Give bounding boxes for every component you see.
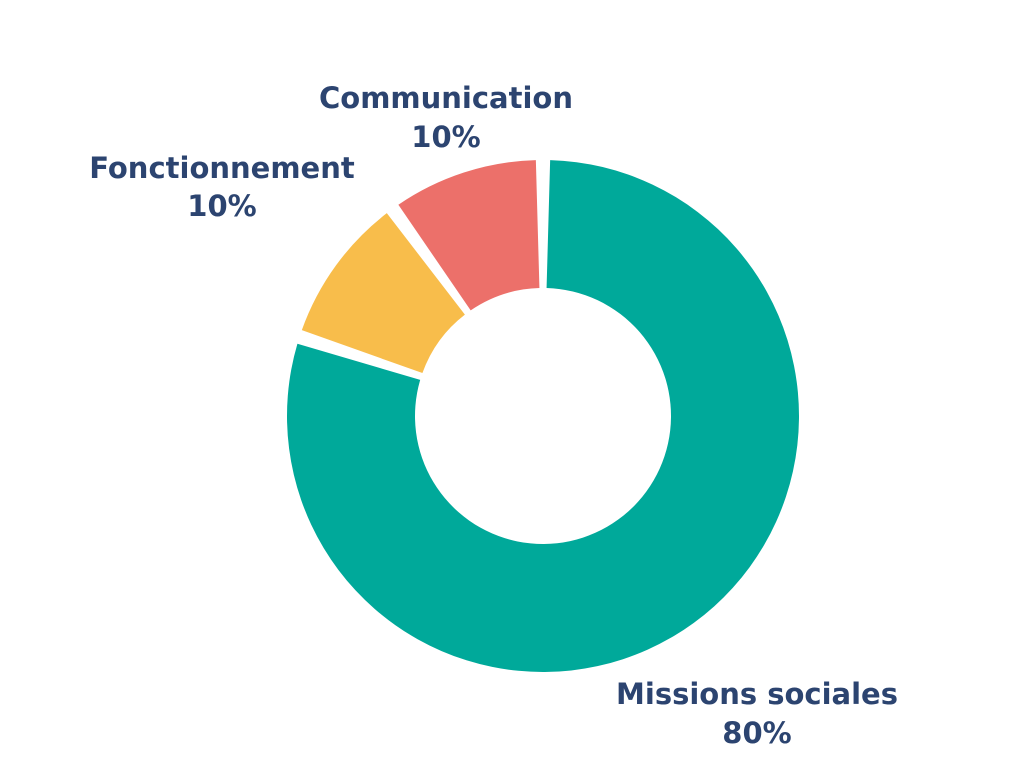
slice-label-missions-sociales: Missions sociales xyxy=(616,677,898,711)
slice-missions-sociales xyxy=(287,160,799,673)
slice-label-fonctionnement: Fonctionnement xyxy=(89,151,355,185)
chart-labels: Communication 10% Fonctionnement 10% Mis… xyxy=(89,81,898,750)
slice-fonctionnement xyxy=(301,213,465,374)
slice-label-communication: Communication xyxy=(319,81,573,115)
slice-communication xyxy=(398,160,540,311)
slice-value-missions-sociales: 80% xyxy=(722,716,791,750)
slice-value-fonctionnement: 10% xyxy=(187,189,256,223)
slice-value-communication: 10% xyxy=(411,120,480,154)
chart-slices xyxy=(287,160,799,673)
